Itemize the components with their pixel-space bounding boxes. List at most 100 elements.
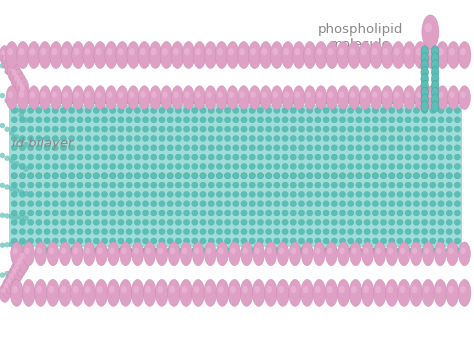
Ellipse shape — [305, 48, 311, 55]
Ellipse shape — [331, 154, 337, 160]
Ellipse shape — [191, 182, 198, 188]
Ellipse shape — [431, 80, 439, 92]
Ellipse shape — [265, 98, 272, 104]
Ellipse shape — [282, 219, 288, 225]
Ellipse shape — [200, 108, 206, 114]
Ellipse shape — [421, 73, 428, 85]
Ellipse shape — [307, 238, 313, 244]
Ellipse shape — [339, 126, 346, 132]
Ellipse shape — [431, 60, 439, 71]
Ellipse shape — [194, 247, 200, 254]
Ellipse shape — [364, 145, 370, 151]
Ellipse shape — [347, 98, 354, 104]
Ellipse shape — [449, 48, 455, 55]
Ellipse shape — [273, 229, 280, 235]
Ellipse shape — [394, 48, 400, 55]
Ellipse shape — [183, 191, 190, 197]
Ellipse shape — [449, 91, 455, 98]
Ellipse shape — [282, 126, 288, 132]
Ellipse shape — [159, 238, 165, 244]
Ellipse shape — [434, 279, 447, 306]
Ellipse shape — [265, 201, 272, 207]
Ellipse shape — [375, 286, 381, 293]
Ellipse shape — [364, 210, 370, 216]
Ellipse shape — [431, 53, 439, 64]
Ellipse shape — [364, 126, 370, 132]
Ellipse shape — [359, 42, 372, 69]
Ellipse shape — [44, 108, 50, 114]
Ellipse shape — [74, 91, 79, 98]
Ellipse shape — [134, 247, 140, 253]
Ellipse shape — [331, 219, 337, 225]
Ellipse shape — [421, 87, 428, 98]
Ellipse shape — [257, 210, 264, 216]
Ellipse shape — [315, 86, 327, 109]
Ellipse shape — [265, 238, 272, 244]
Ellipse shape — [93, 173, 100, 179]
Ellipse shape — [421, 117, 428, 123]
Ellipse shape — [60, 126, 66, 132]
Ellipse shape — [257, 98, 264, 104]
Ellipse shape — [173, 91, 179, 98]
Ellipse shape — [347, 238, 354, 244]
Ellipse shape — [262, 91, 267, 98]
Ellipse shape — [411, 286, 418, 293]
Ellipse shape — [77, 154, 83, 160]
Ellipse shape — [431, 73, 439, 85]
Ellipse shape — [36, 238, 42, 244]
Ellipse shape — [118, 145, 124, 151]
Ellipse shape — [44, 182, 50, 188]
Ellipse shape — [458, 42, 471, 69]
Ellipse shape — [397, 136, 403, 141]
Ellipse shape — [405, 163, 411, 169]
Ellipse shape — [109, 173, 116, 179]
Ellipse shape — [216, 117, 222, 123]
Ellipse shape — [116, 42, 128, 69]
Ellipse shape — [226, 42, 239, 69]
Ellipse shape — [52, 229, 58, 235]
Ellipse shape — [60, 182, 66, 188]
Ellipse shape — [372, 108, 378, 114]
Ellipse shape — [372, 145, 378, 151]
Ellipse shape — [15, 75, 19, 81]
Ellipse shape — [8, 59, 18, 82]
Ellipse shape — [27, 247, 34, 253]
Ellipse shape — [159, 210, 165, 216]
Ellipse shape — [36, 210, 42, 216]
Ellipse shape — [362, 242, 374, 266]
Ellipse shape — [347, 173, 354, 179]
Ellipse shape — [294, 48, 300, 55]
Ellipse shape — [446, 210, 452, 216]
Ellipse shape — [372, 154, 378, 160]
Ellipse shape — [142, 182, 149, 188]
Ellipse shape — [118, 219, 124, 225]
Ellipse shape — [422, 279, 435, 306]
Ellipse shape — [282, 145, 288, 151]
Ellipse shape — [387, 286, 393, 293]
Ellipse shape — [438, 219, 444, 225]
Ellipse shape — [118, 182, 124, 188]
Ellipse shape — [144, 242, 155, 266]
Ellipse shape — [200, 117, 206, 123]
Ellipse shape — [257, 247, 264, 253]
Ellipse shape — [85, 145, 91, 151]
Ellipse shape — [307, 247, 313, 253]
Ellipse shape — [405, 145, 411, 151]
Ellipse shape — [356, 219, 362, 225]
Ellipse shape — [326, 242, 337, 266]
Ellipse shape — [347, 117, 354, 123]
Ellipse shape — [85, 210, 91, 216]
Ellipse shape — [167, 191, 173, 197]
Ellipse shape — [60, 247, 66, 253]
Ellipse shape — [249, 108, 255, 114]
Ellipse shape — [134, 117, 140, 123]
Ellipse shape — [159, 136, 165, 141]
Ellipse shape — [446, 219, 452, 225]
Ellipse shape — [413, 201, 419, 207]
Ellipse shape — [290, 247, 296, 253]
Ellipse shape — [307, 117, 313, 123]
Ellipse shape — [85, 219, 91, 225]
Ellipse shape — [175, 219, 182, 225]
Ellipse shape — [157, 286, 163, 293]
Ellipse shape — [142, 154, 149, 160]
